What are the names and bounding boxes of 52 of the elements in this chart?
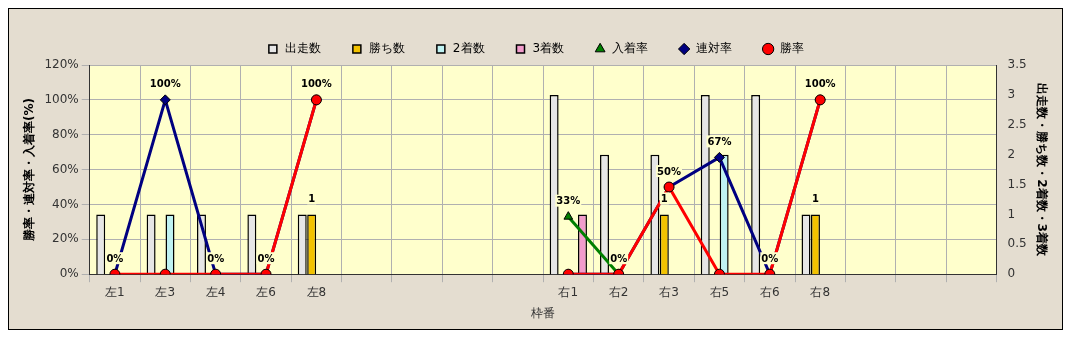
y-tick-label: 120% [44, 57, 79, 72]
y2-tick-label: 0 [1007, 266, 1016, 281]
point [713, 151, 725, 163]
y-tick-label: 20% [52, 231, 79, 246]
data-label: 100% [804, 78, 836, 90]
legend-label: 2着数 [452, 41, 485, 56]
legend-label: 入着率 [612, 41, 649, 56]
y-tick-label: 80% [52, 126, 79, 141]
legend-label: 勝ち数 [368, 41, 405, 56]
legend-label: 勝率 [780, 41, 805, 56]
data-label: 0% [207, 252, 225, 264]
x-tick-label: 右5 [709, 284, 730, 299]
x-tick-label: 右1 [558, 284, 579, 299]
data-label: 1 [811, 193, 819, 205]
y2-tick-label: 2 [1007, 146, 1016, 161]
x-tick-label: 右8 [810, 284, 831, 299]
y2-tick-label: 1.5 [1007, 176, 1027, 191]
y-axis-title: 勝率・連対率・入着率(%) [22, 98, 37, 243]
x-tick-label: 左3 [155, 284, 176, 299]
data-label: 50% [657, 165, 682, 177]
point [159, 94, 171, 106]
legend-label: 連対率 [696, 41, 733, 56]
data-label: 0% [761, 252, 779, 264]
data-label: 1 [660, 193, 668, 205]
y2-tick-label: 3 [1007, 87, 1016, 102]
x-tick-label: 左1 [105, 284, 125, 299]
y-tick-label: 60% [52, 161, 79, 176]
x-tick-label: 右3 [659, 284, 679, 299]
y2-tick-label: 2.5 [1007, 116, 1027, 131]
data-label: 0% [106, 252, 124, 264]
data-label: 100% [300, 78, 332, 90]
legend-label: 3着数 [532, 41, 565, 56]
data-label: 67% [707, 135, 732, 147]
y-tick-label: 0% [59, 266, 79, 281]
data-label: 100% [149, 78, 181, 90]
y2-tick-label: 1 [1007, 206, 1016, 221]
data-label: 0% [610, 252, 628, 264]
x-tick-label: 右2 [608, 284, 629, 299]
data-label: 1 [308, 193, 316, 205]
y2-axis-title: 出走数・勝ち数・2着数・3着数 [1034, 83, 1049, 257]
y-tick-label: 100% [44, 91, 79, 106]
x-axis-title: 枠番 [530, 305, 556, 320]
x-tick-label: 左6 [256, 284, 276, 299]
x-tick-label: 右6 [759, 284, 780, 299]
data-label: 33% [556, 195, 581, 207]
x-tick-label: 左4 [205, 284, 226, 299]
y-tick-label: 40% [52, 196, 79, 211]
data-label: 0% [257, 252, 275, 264]
y2-tick-label: 3.5 [1007, 57, 1027, 72]
legend-label: 出走数 [284, 41, 321, 56]
x-tick-label: 左8 [306, 284, 327, 299]
y2-tick-label: 0.5 [1007, 236, 1027, 251]
